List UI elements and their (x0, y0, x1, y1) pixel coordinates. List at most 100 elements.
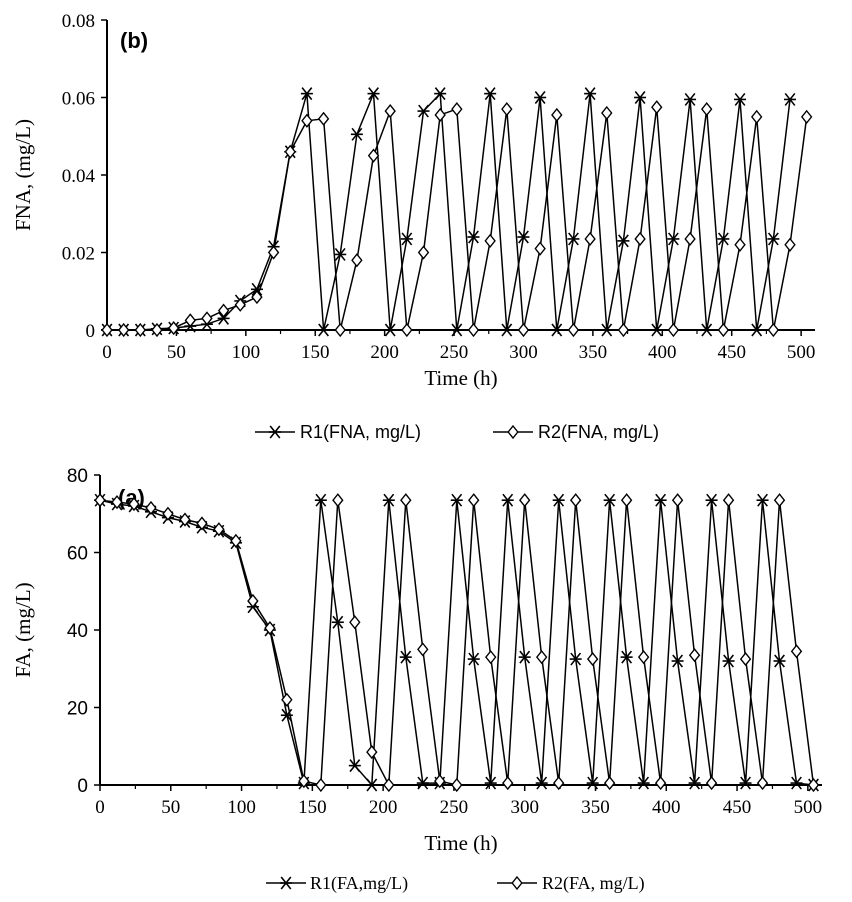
x-tick-label: 250 (440, 342, 469, 363)
series-1-point (684, 92, 697, 106)
series-2-point (184, 313, 196, 328)
series-2-point (519, 493, 531, 508)
x-tick-label: 500 (787, 342, 816, 363)
x-tick-label: 200 (369, 797, 398, 818)
series-1-point (634, 91, 647, 104)
series-2-point (552, 775, 565, 791)
series-2-point (451, 777, 463, 793)
series-2-point (145, 500, 157, 516)
series-2-point (264, 620, 276, 636)
x-tick-label: 300 (510, 797, 539, 818)
series-1-point (534, 91, 547, 104)
series-1-point (667, 232, 680, 246)
fna-chart-panel: 0 50 100 150 200 250 300 350 400 450 500 0 0.02 0.04 0… (11, 11, 815, 442)
series-2-point (551, 107, 563, 123)
series-1-point (722, 654, 735, 668)
x-axis-title: Time (h) (424, 366, 497, 390)
series-2-point (94, 493, 106, 508)
series-1-point (654, 493, 667, 507)
series-2-point (217, 303, 230, 318)
series-1-point (334, 247, 347, 261)
series-2-point (601, 105, 613, 121)
series-2-point (179, 512, 191, 527)
series-2-point (366, 744, 378, 760)
series-2-point (351, 253, 363, 268)
series-1-point (584, 87, 597, 101)
series-2-point (535, 650, 548, 665)
series-1-point (467, 230, 480, 244)
series-2-point (484, 233, 496, 248)
y-tick-label: 0 (86, 321, 96, 342)
x-tick-label: 0 (102, 342, 112, 363)
series-1-point (434, 87, 447, 101)
series-2-point (383, 777, 395, 793)
series-2-point (230, 533, 242, 548)
series-1-point (400, 232, 413, 246)
series-2-point (162, 506, 174, 521)
legend-item-1: R1(FA,mg/L) (266, 873, 408, 894)
series-1-point (217, 311, 230, 325)
series-1-point (300, 87, 313, 101)
series-2-point (284, 144, 296, 159)
series-2-point (501, 102, 513, 117)
series-1-point (517, 230, 530, 244)
series-2-point (603, 775, 616, 791)
series-2-point (349, 615, 361, 630)
series-2-point (315, 777, 327, 793)
x-tick-label: 150 (298, 797, 327, 818)
series-2-point (502, 775, 514, 791)
series-1-point (717, 232, 730, 246)
series-2-point (201, 311, 213, 326)
series-2-point (620, 493, 633, 508)
series-2-point (756, 775, 769, 791)
series-2-point (267, 245, 280, 260)
series-1-point (750, 323, 763, 337)
x-tick-label: 200 (370, 342, 399, 363)
series-1-point (348, 759, 361, 773)
series-1-point (535, 776, 548, 790)
y-tick-label: 80 (67, 466, 88, 487)
series-line-2 (107, 107, 808, 331)
series-1-point (314, 493, 327, 507)
series-2-point (586, 651, 599, 667)
x-tick-label: 50 (161, 797, 180, 818)
series-1-point (467, 652, 480, 666)
series-1-point (500, 323, 513, 337)
legend-label: R1(FNA, mg/L) (300, 422, 421, 442)
series-1-point (484, 87, 497, 101)
series-2-point (517, 322, 530, 338)
y-tick-label: 0.02 (62, 244, 95, 265)
series-2-point (617, 322, 630, 338)
series-2-point (567, 322, 580, 338)
x-tick-label: 400 (648, 342, 677, 363)
series-2-point (705, 775, 718, 791)
series-2-point (301, 113, 313, 128)
legend-item-2: R2(FA, mg/L) (497, 873, 645, 894)
x-tick-label: 500 (794, 797, 823, 818)
x-tick-label: 250 (440, 797, 469, 818)
series-1-point (767, 232, 780, 246)
series-2-point (701, 102, 713, 117)
series-2-point (734, 237, 746, 252)
series-2-point (234, 297, 246, 312)
series-2-point (332, 493, 344, 508)
series-1-point (586, 776, 599, 790)
series-1-point (518, 650, 531, 664)
series-2-point (417, 642, 429, 657)
series-1-point (620, 650, 633, 664)
fa-chart-panel: 0 50 100 150 200 250 300 350 400 450 500 0 20 40 60 80 T… (11, 466, 822, 894)
series-1-point (399, 650, 412, 664)
panel-label: (b) (120, 28, 148, 53)
series-2-point (251, 289, 263, 305)
series-1-point (416, 776, 429, 790)
series-1-point (650, 323, 663, 337)
series-1-point (600, 323, 613, 337)
series-1-point (784, 92, 797, 106)
y-axis-title: FA, (mg/L) (11, 582, 35, 677)
series-1-point (450, 323, 463, 337)
series-1-point (552, 493, 565, 507)
series-2-point (654, 775, 667, 791)
series-2-point (434, 107, 446, 123)
series-2-point (688, 648, 701, 663)
legend-label: R2(FNA, mg/L) (538, 422, 659, 442)
